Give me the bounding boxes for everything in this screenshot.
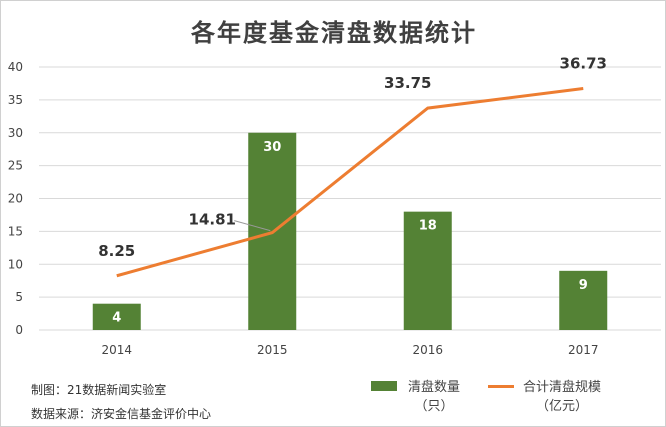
line-data-label: 36.73 [560,55,607,73]
y-tick-label: 0 [15,323,23,337]
y-tick-label: 20 [8,192,23,206]
legend-bar-label: 清盘数量 （只） [399,376,469,414]
legend-line-swatch [488,385,514,388]
chart-title: 各年度基金清盘数据统计 [191,19,477,47]
x-tick-label: 2014 [101,343,132,357]
bar-data-label: 18 [419,219,437,234]
footer-maker: 制图：21数据新闻实验室 [31,383,167,397]
legend-bar-line1: 清盘数量 [407,380,460,395]
legend-bar-line2: （只） [414,399,454,414]
bar-data-label: 30 [263,140,281,155]
line-data-label: 14.81 [189,211,236,229]
bar-data-label: 4 [112,311,121,326]
legend-bar-swatch [371,381,397,391]
bar [559,270,608,330]
legend-line-label: 合计清盘规模 （亿元） [514,376,610,414]
x-tick-label: 2015 [257,343,288,357]
line-data-label: 33.75 [384,74,431,92]
y-tick-label: 10 [8,257,23,271]
y-tick-label: 40 [8,60,23,74]
bar-data-label: 9 [579,278,588,293]
x-tick-label: 2016 [412,343,443,357]
line-series [116,87,584,278]
y-tick-label: 5 [15,290,23,304]
y-tick-label: 35 [8,93,23,107]
legend-line-line1: 合计清盘规模 [522,380,601,395]
y-tick-label: 30 [8,126,23,140]
bar [92,303,141,330]
line-data-label: 8.25 [98,242,135,260]
footer-source: 数据来源：济安金信基金评价中心 [31,407,212,421]
legend-line-line2: （亿元） [535,399,588,414]
leader-line [234,220,271,232]
x-tick-label: 2017 [568,343,599,357]
y-tick-label: 25 [8,159,23,173]
y-tick-label: 15 [8,224,23,238]
bar [403,211,452,330]
